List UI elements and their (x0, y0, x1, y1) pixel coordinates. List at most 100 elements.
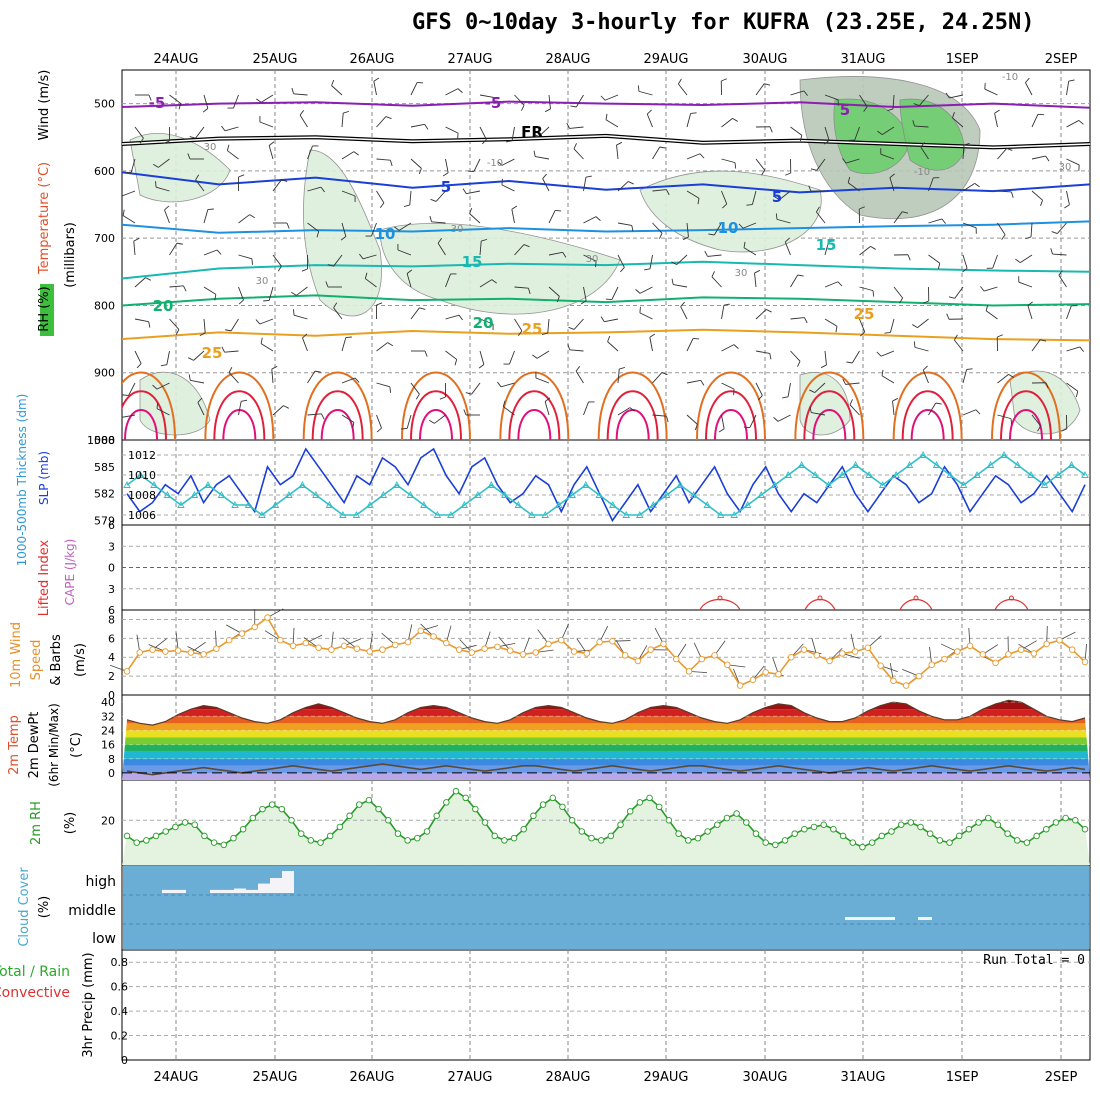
rh-line-point (859, 843, 866, 851)
wind-barb (779, 190, 791, 200)
ylabel-barbs: & Barbs (49, 634, 64, 686)
contour-label: FR (521, 123, 543, 141)
wind-barb (134, 318, 149, 323)
li-tick: 6 (108, 519, 115, 532)
wind-barb-flag (544, 397, 551, 402)
rh-line-point (326, 832, 334, 840)
wind-barb-flag (631, 225, 634, 232)
slp-line-point (1013, 461, 1022, 468)
wind-speed-line-point (621, 652, 629, 659)
wind-barb (816, 211, 826, 224)
rh-shading (129, 133, 231, 203)
rh-line-point (830, 825, 837, 833)
wind-barb-flag (568, 326, 575, 330)
wind-barb (224, 126, 239, 132)
wind-barb-flag (403, 204, 410, 208)
wind-barb (859, 286, 874, 292)
wind-speed-line-point (149, 646, 156, 653)
wind-barb (259, 121, 274, 128)
wind-barb (1066, 158, 1080, 166)
slp-line-point (447, 511, 455, 518)
slp-line-point (298, 481, 307, 488)
wind-barb-flag (997, 334, 1003, 338)
rh-line-point (181, 819, 189, 826)
wind-barb-flag (454, 359, 458, 366)
li-tick: 3 (108, 540, 115, 553)
wind-barb (749, 414, 757, 428)
wind-speed-line-point (494, 643, 501, 651)
li-point (1009, 595, 1014, 601)
rh-line-point (975, 819, 982, 826)
slp-line-point (1067, 461, 1076, 468)
wind-barb (824, 281, 839, 288)
wind-barb (409, 190, 412, 205)
wind-barb (892, 94, 895, 109)
temp-band (122, 730, 1090, 738)
ylabel-cloud-pct: (%) (37, 896, 52, 919)
ylabel-2m-dewpt: 2m DewPt (27, 712, 42, 779)
wind-barb-flag (465, 392, 472, 395)
rh-line-point (239, 825, 247, 833)
rh-line-point (955, 832, 963, 840)
wind-barb (583, 254, 597, 262)
wind-speed-line-point (251, 623, 258, 631)
wind-barb-flag (847, 176, 851, 183)
rh-line-point (762, 839, 769, 846)
rh-shading (799, 372, 851, 436)
wind-barb-flag (354, 377, 360, 383)
wind-barb-flag (682, 236, 689, 241)
wind-barb (307, 145, 313, 160)
thickness-tick: 582 (94, 488, 115, 501)
rh-line-point (578, 828, 586, 835)
slp-line-point (743, 501, 752, 508)
wind-barb-flag (291, 87, 294, 94)
cloud-bar (162, 889, 174, 893)
wind-speed-line-point (583, 650, 591, 657)
slp-line-point (649, 501, 657, 508)
wind-barb-flag (406, 269, 413, 274)
wind-barb-flag (708, 233, 715, 236)
date-label-bottom: 2SEP (1045, 1070, 1078, 1085)
wind-barb (299, 114, 308, 128)
wind-speed-line-point (187, 649, 195, 656)
wind-barb (847, 182, 860, 192)
wind-tick: 8 (108, 613, 115, 626)
rh-line-point (588, 834, 595, 842)
wind-barb (573, 318, 584, 330)
wind-barb (122, 414, 136, 418)
wind-barb-flag (462, 188, 467, 194)
wind-speed-line-point (519, 651, 527, 658)
wind-barb (260, 343, 274, 352)
rh-line-point (752, 830, 760, 837)
rh-line-point (801, 825, 808, 833)
ylabel-wind: Wind (m/s) (37, 70, 52, 141)
wind-barb-flag (277, 265, 282, 272)
wind-barb (169, 318, 180, 330)
wind-barb (686, 222, 689, 237)
wind-speed-line-point (813, 652, 821, 659)
wind-barb (195, 179, 205, 192)
contour-labels: -5 -5 5 FR -10 -10 -10 30 30 30 30 30 30 5 5 10 10 15 15 20… (149, 72, 1072, 362)
slp-line-point (379, 491, 388, 498)
date-label-top: 26AUG (349, 52, 394, 67)
wind-speed-line (126, 616, 1086, 687)
slp-line-point (1054, 471, 1062, 478)
wind-barb-flag (734, 162, 737, 169)
pressure-tick: 600 (94, 165, 115, 178)
wind-barb-flag (343, 110, 350, 114)
wind-barb (755, 350, 770, 354)
wind-speed-line-point (455, 646, 463, 653)
slp-line-point (973, 471, 981, 478)
contour-label: -5 (485, 94, 502, 112)
surface-isotherm (901, 390, 954, 440)
wind-barb (994, 113, 998, 128)
wind-barb (676, 254, 688, 265)
rh-line-point (655, 803, 663, 811)
li-tick: 0 (108, 562, 115, 575)
pressure-tick: 900 (94, 367, 115, 380)
pressure-tick: 1000 (87, 434, 115, 447)
wind-barb-flag (541, 332, 548, 336)
wind-speed-line-point (353, 645, 361, 652)
wind-speed-line-point (596, 638, 603, 646)
wind-barb-flag (214, 294, 217, 301)
